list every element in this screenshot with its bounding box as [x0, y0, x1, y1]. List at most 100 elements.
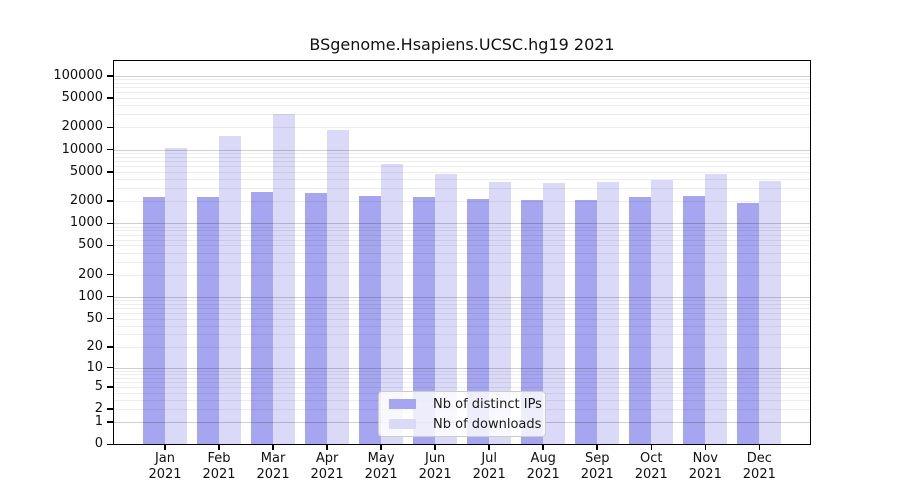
y-tick-label-200: 200: [78, 266, 103, 282]
bar-nb-of-downloads-dec: [759, 181, 782, 445]
x-tick-month: Sep: [584, 451, 610, 466]
legend-label-downloads: Nb of downloads: [433, 416, 542, 432]
bar-nb-of-distinct-ips-feb: [197, 196, 220, 445]
y-tick-mark-20000: [107, 126, 113, 129]
y-tick-label-10: 10: [86, 359, 103, 375]
bar-nb-of-downloads-jul: [489, 181, 512, 445]
y-tick-mark-5000: [107, 171, 113, 173]
x-tick-mark-aug: [542, 445, 544, 450]
x-tick-year: 2021: [202, 467, 236, 482]
x-tick-month: Oct: [640, 451, 663, 466]
y-tick-label-20: 20: [86, 338, 103, 354]
x-tick-year: 2021: [364, 467, 398, 482]
bar-nb-of-distinct-ips-jul: [467, 198, 490, 445]
bar-nb-of-downloads-aug: [543, 183, 566, 445]
x-tick-year: 2021: [580, 467, 614, 482]
x-tick-mark-feb: [218, 445, 220, 450]
bar-nb-of-downloads-sep: [597, 181, 620, 445]
y-tick-mark-50000: [107, 97, 113, 99]
x-tick-mark-nov: [704, 445, 707, 450]
bar-nb-of-downloads-mar: [273, 113, 296, 445]
x-tick-year: 2021: [742, 467, 776, 482]
bar-nb-of-downloads-nov: [705, 173, 728, 445]
y-tick-label-1: 1: [94, 414, 103, 430]
x-tick-label-feb: Feb 2021: [187, 451, 251, 483]
x-tick-month: Nov: [692, 451, 718, 466]
x-tick-label-mar: Mar 2021: [241, 451, 305, 483]
y-tick-mark-5: [107, 386, 113, 388]
bars-layer: [113, 60, 811, 445]
x-tick-label-apr: Apr 2021: [295, 451, 359, 483]
plot-area: Nb of distinct IPs Nb of downloads: [113, 60, 811, 445]
y-tick-mark-500: [107, 244, 113, 247]
x-tick-month: Jul: [481, 451, 498, 466]
x-tick-label-jul: Jul 2021: [457, 451, 521, 483]
legend-row-downloads: Nb of downloads: [389, 417, 541, 432]
x-tick-mark-may: [380, 445, 382, 450]
x-tick-year: 2021: [634, 467, 668, 482]
y-tick-mark-10: [107, 366, 113, 369]
x-tick-label-nov: Nov 2021: [673, 451, 737, 483]
y-tick-label-2: 2: [94, 401, 103, 417]
x-tick-year: 2021: [472, 467, 506, 482]
x-tick-month: Mar: [260, 451, 286, 466]
bar-nb-of-distinct-ips-may: [359, 195, 382, 445]
bar-nb-of-downloads-feb: [219, 135, 242, 445]
bar-nb-of-distinct-ips-jan: [143, 197, 165, 445]
bar-nb-of-distinct-ips-aug: [521, 199, 544, 445]
x-tick-label-may: May 2021: [349, 451, 413, 483]
x-tick-mark-apr: [326, 445, 328, 450]
bar-nb-of-distinct-ips-nov: [683, 195, 706, 445]
x-tick-label-dec: Dec 2021: [727, 451, 791, 483]
y-tick-label-1000: 1000: [69, 215, 103, 231]
x-tick-year: 2021: [148, 467, 182, 482]
y-tick-label-10000: 10000: [61, 141, 103, 157]
bar-nb-of-distinct-ips-jun: [413, 196, 436, 445]
bar-nb-of-distinct-ips-apr: [305, 193, 328, 445]
x-tick-month: Feb: [207, 451, 231, 466]
y-tick-label-2000: 2000: [69, 193, 103, 209]
y-tick-mark-1: [107, 421, 113, 423]
y-tick-mark-1000: [107, 222, 113, 225]
y-tick-mark-0: [107, 443, 113, 446]
legend-row-distinct-ips: Nb of distinct IPs: [389, 397, 542, 412]
x-tick-mark-mar: [272, 445, 274, 450]
y-tick-mark-50: [107, 317, 113, 320]
bar-nb-of-downloads-jun: [435, 174, 458, 445]
y-tick-label-100000: 100000: [53, 67, 103, 83]
x-tick-label-sep: Sep 2021: [565, 451, 629, 483]
x-tick-mark-sep: [596, 445, 598, 450]
x-tick-label-jan: Jan 2021: [133, 451, 197, 483]
y-tick-mark-2000: [107, 200, 113, 202]
y-tick-label-100: 100: [78, 288, 103, 304]
y-tick-mark-100000: [107, 75, 113, 77]
x-tick-mark-dec: [758, 445, 761, 450]
bar-nb-of-downloads-apr: [327, 129, 350, 445]
legend-label-distinct-ips: Nb of distinct IPs: [433, 396, 542, 412]
bar-nb-of-downloads-jan: [165, 148, 187, 445]
x-tick-mark-jun: [434, 445, 436, 450]
y-tick-label-20000: 20000: [61, 119, 103, 135]
x-tick-month: Aug: [530, 451, 556, 466]
x-tick-year: 2021: [526, 467, 560, 482]
bar-nb-of-downloads-may: [381, 163, 404, 445]
bar-nb-of-downloads-oct: [651, 180, 674, 445]
x-tick-month: Jun: [424, 451, 446, 466]
x-tick-year: 2021: [688, 467, 722, 482]
y-tick-label-50: 50: [86, 310, 103, 326]
x-tick-label-jun: Jun 2021: [403, 451, 467, 483]
x-tick-month: May: [367, 451, 395, 466]
x-tick-month: Apr: [315, 451, 339, 466]
y-tick-mark-100: [107, 295, 113, 298]
y-tick-mark-200: [107, 273, 113, 276]
x-tick-mark-jan: [164, 445, 166, 450]
legend: Nb of distinct IPs Nb of downloads: [378, 391, 546, 437]
y-tick-label-50000: 50000: [61, 90, 103, 106]
x-tick-month: Jan: [154, 451, 176, 466]
y-tick-mark-2: [107, 408, 113, 410]
legend-swatch-distinct-ips: [389, 399, 416, 409]
x-tick-year: 2021: [418, 467, 452, 482]
bar-nb-of-distinct-ips-sep: [575, 200, 598, 445]
bar-nb-of-distinct-ips-mar: [251, 192, 274, 445]
y-tick-label-500: 500: [78, 237, 103, 253]
